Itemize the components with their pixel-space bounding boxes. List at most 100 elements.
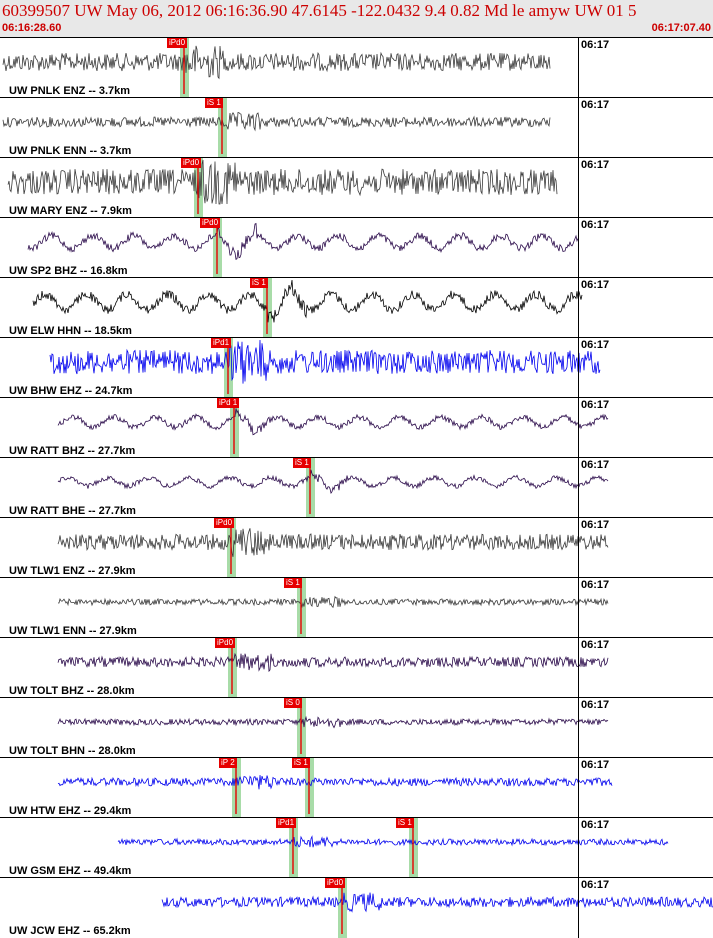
station-label: UW PNLK ENZ -- 3.7km <box>9 85 131 97</box>
panel-clock: 06:17 <box>581 519 610 531</box>
waveform-plot <box>57 458 609 518</box>
phase-pick-label[interactable]: iS 1 <box>292 758 310 768</box>
waveform-trace <box>27 222 579 260</box>
panel-divider <box>578 398 579 458</box>
phase-pick-label[interactable]: iPd0 <box>167 38 188 48</box>
waveform-trace <box>57 775 613 790</box>
panel-clock: 06:17 <box>581 459 610 471</box>
station-label: UW TOLT BHN -- 28.0km <box>9 745 136 757</box>
phase-pick-label[interactable]: iPd0 <box>214 518 235 528</box>
panel-clock: 06:17 <box>581 39 610 51</box>
panel-divider <box>578 518 579 578</box>
panel-clock: 06:17 <box>581 759 610 771</box>
phase-pick-label[interactable]: iPd0 <box>215 638 236 648</box>
station-label: UW JCW EHZ -- 65.2km <box>9 925 131 937</box>
phase-pick-label[interactable]: iS 1 <box>250 278 268 288</box>
trace-panel[interactable]: 06:17 UW TLW1 ENN -- 27.9km iS 1 <box>0 577 713 638</box>
waveform-trace <box>57 652 609 673</box>
phase-pick-label[interactable]: iP 2 <box>219 758 237 768</box>
panel-clock: 06:17 <box>581 579 610 591</box>
waveform-plot <box>2 38 551 98</box>
panel-divider <box>578 38 579 98</box>
panel-divider <box>578 458 579 518</box>
waveform-plot <box>58 578 609 638</box>
panel-divider <box>578 158 579 218</box>
trace-panel[interactable]: 06:17 UW ELW HHN -- 18.5km iS 1 <box>0 277 713 338</box>
station-label: UW PNLK ENN -- 3.7km <box>9 145 132 157</box>
phase-pick-label[interactable]: iPd0 <box>181 158 202 168</box>
panel-divider <box>578 878 579 938</box>
phase-pick-label[interactable]: iPd1 <box>211 338 232 348</box>
trace-panel[interactable]: 06:17 UW MARY ENZ -- 7.9km iPd0 <box>0 157 713 218</box>
panel-divider <box>578 698 579 758</box>
phase-pick-label[interactable]: iS 1 <box>396 818 414 828</box>
station-label: UW ELW HHN -- 18.5km <box>9 325 132 337</box>
station-label: UW TLW1 ENN -- 27.9km <box>9 625 137 637</box>
waveform-plot <box>49 338 601 398</box>
panel-clock: 06:17 <box>581 639 610 651</box>
waveform-plot <box>27 218 579 278</box>
waveform-trace <box>57 408 609 436</box>
waveform-plot <box>32 278 583 338</box>
waveform-plot <box>57 698 609 758</box>
window-end-time: 06:17:07.40 <box>651 22 711 34</box>
trace-panel[interactable]: 06:17 UW HTW EHZ -- 29.4km iP 2 iS 1 <box>0 757 713 818</box>
phase-pick-label[interactable]: iPd0 <box>325 878 346 888</box>
panel-clock: 06:17 <box>581 219 610 231</box>
waveform-plot <box>117 818 669 878</box>
phase-pick-label[interactable]: iS 1 <box>205 98 223 108</box>
phase-pick-label[interactable]: iS 0 <box>284 698 302 708</box>
station-label: UW MARY ENZ -- 7.9km <box>9 205 132 217</box>
waveform-plot <box>57 518 609 578</box>
panel-divider <box>578 98 579 158</box>
phase-pick-label[interactable]: iPd1 <box>276 818 297 828</box>
waveform-trace <box>161 892 713 913</box>
trace-panel[interactable]: 06:17 UW TLW1 ENZ -- 27.9km iPd0 <box>0 517 713 578</box>
phase-pick-label[interactable]: iS 1 <box>293 458 311 468</box>
trace-panel[interactable]: 06:17 UW GSM EHZ -- 49.4km iPd1 iS 1 <box>0 817 713 878</box>
trace-panel[interactable]: 06:17 UW RATT BHE -- 27.7km iS 1 <box>0 457 713 518</box>
waveform-trace <box>57 528 609 558</box>
panel-divider <box>578 578 579 638</box>
panel-clock: 06:17 <box>581 99 610 111</box>
panel-divider <box>578 818 579 878</box>
window-start-time: 06:16:28.60 <box>2 22 62 34</box>
panel-divider <box>578 278 579 338</box>
panel-clock: 06:17 <box>581 279 610 291</box>
station-label: UW RATT BHZ -- 27.7km <box>9 445 136 457</box>
phase-pick-label[interactable]: iPd 1 <box>217 398 240 408</box>
panel-divider <box>578 758 579 818</box>
phase-pick-label[interactable]: iS 1 <box>284 578 302 588</box>
trace-panel[interactable]: 06:17 UW PNLK ENN -- 3.7km iS 1 <box>0 97 713 158</box>
trace-panel[interactable]: 06:17 UW SP2 BHZ -- 16.8km iPd0 <box>0 217 713 278</box>
panel-clock: 06:17 <box>581 399 610 411</box>
station-label: UW SP2 BHZ -- 16.8km <box>9 265 128 277</box>
waveform-trace <box>7 159 558 205</box>
event-header: 60399507 UW May 06, 2012 06:16:36.90 47.… <box>0 0 713 38</box>
waveform-trace <box>58 595 609 609</box>
phase-pick-label[interactable]: iPd0 <box>200 218 221 228</box>
waveform-plot <box>7 158 558 218</box>
waveform-plot <box>57 638 609 698</box>
trace-panel[interactable]: 06:17 UW JCW EHZ -- 65.2km iPd0 <box>0 877 713 938</box>
station-label: UW GSM EHZ -- 49.4km <box>9 865 132 877</box>
waveform-trace <box>57 469 609 495</box>
panel-divider <box>578 338 579 398</box>
panel-divider <box>578 638 579 698</box>
waveform-trace <box>117 835 669 848</box>
panel-clock: 06:17 <box>581 159 610 171</box>
trace-panel[interactable]: 06:17 UW RATT BHZ -- 27.7km iPd 1 <box>0 397 713 458</box>
waveform-trace <box>32 279 583 323</box>
waveform-plot <box>57 398 609 458</box>
trace-panel[interactable]: 06:17 UW TOLT BHN -- 28.0km iS 0 <box>0 697 713 758</box>
panel-clock: 06:17 <box>581 819 610 831</box>
trace-panel[interactable]: 06:17 UW PNLK ENZ -- 3.7km iPd0 <box>0 37 713 98</box>
station-label: UW HTW EHZ -- 29.4km <box>9 805 132 817</box>
event-title: 60399507 UW May 06, 2012 06:16:36.90 47.… <box>2 1 637 20</box>
trace-panel[interactable]: 06:17 UW TOLT BHZ -- 28.0km iPd0 <box>0 637 713 698</box>
station-label: UW TLW1 ENZ -- 27.9km <box>9 565 136 577</box>
trace-panel[interactable]: 06:17 UW BHW EHZ -- 24.7km iPd1 <box>0 337 713 398</box>
waveform-plot <box>2 98 551 158</box>
panel-clock: 06:17 <box>581 699 610 711</box>
waveform-trace <box>49 339 601 384</box>
